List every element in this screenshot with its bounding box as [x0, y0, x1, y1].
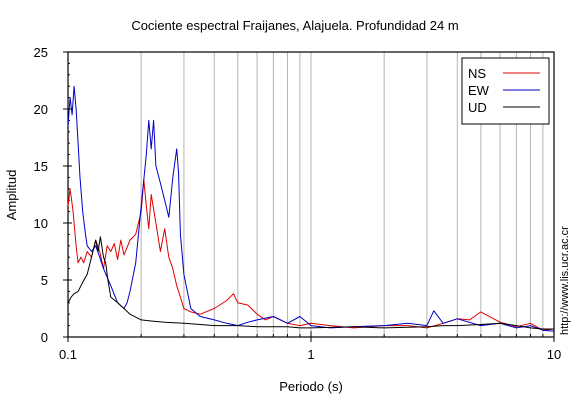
y-tick-label: 5	[41, 273, 48, 288]
chart-title: Cociente espectral Fraijanes, Alajuela. …	[131, 18, 458, 33]
x-tick-label: 1	[307, 347, 314, 362]
x-axis-ticks: 0.1 1 10	[59, 331, 561, 362]
legend-label-ew: EW	[468, 83, 490, 98]
legend-box	[461, 57, 550, 125]
x-tick-label: 10	[547, 347, 561, 362]
x-tick-label: 0.1	[59, 347, 77, 362]
watermark-url: http://www.lis.ucr.ac.cr	[559, 226, 571, 335]
legend-label-ns: NS	[468, 66, 486, 81]
y-tick-label: 25	[34, 45, 48, 60]
series-layer	[67, 85, 555, 332]
y-tick-label: 10	[34, 216, 48, 231]
vertical-grid	[140, 52, 544, 337]
series-line-ud	[67, 236, 554, 330]
legend-label-ud: UD	[468, 100, 487, 115]
y-tick-label: 15	[34, 159, 48, 174]
x-axis-label: Periodo (s)	[279, 379, 343, 394]
y-axis-ticks: 0 5 10 15 20 25	[34, 45, 72, 345]
series-line-ns	[67, 179, 555, 331]
y-axis-label: Amplitud	[4, 170, 19, 221]
series-line-ew	[67, 85, 555, 332]
y-tick-label: 20	[34, 102, 48, 117]
y-tick-label: 0	[41, 330, 48, 345]
legend: NS EW UD	[461, 57, 550, 125]
